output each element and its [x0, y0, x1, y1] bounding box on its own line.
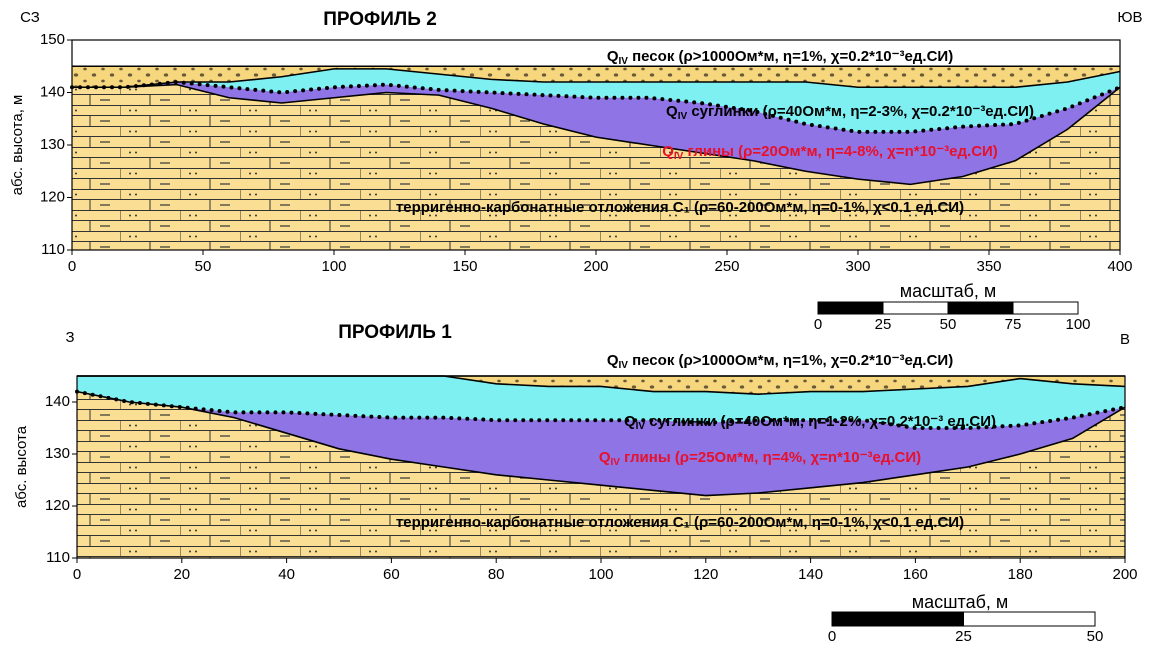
y-tick-label: 120: [45, 497, 70, 514]
scale-tick-label: 75: [1005, 316, 1022, 333]
layer-label: терригенно-карбонатные отложения C₁ (ρ=6…: [396, 199, 964, 216]
y-tick-label: 120: [40, 188, 65, 205]
layer-boundary: [72, 83, 1121, 186]
chart-title: ПРОФИЛЬ 2: [323, 9, 437, 30]
layer-label: QIV суглинки (ρ=40Ом*м, η=1-2%, χ=0.2*10…: [624, 413, 996, 432]
layer-label: QIV суглинки (ρ=40Ом*м, η=2-3%, χ=0.2*10…: [666, 103, 1034, 122]
x-tick-label: 250: [714, 258, 739, 275]
direction-label: ЮВ: [1117, 9, 1142, 26]
scale-segment: [963, 611, 1096, 627]
layer-texture: [77, 391, 1125, 558]
y-axis-label: абс. высота, м: [9, 95, 26, 196]
x-tick-label: 350: [976, 258, 1001, 275]
layer-fill: [77, 391, 1125, 496]
layer-label: QIV глины (ρ=25Ом*м, η=4%, χ=n*10⁻³ед.СИ…: [599, 449, 921, 468]
scale-tick-label: 25: [955, 628, 972, 645]
y-tick-label: 140: [40, 83, 65, 100]
x-tick-label: 150: [452, 258, 477, 275]
y-tick-label: 110: [41, 241, 65, 258]
layer-texture: [72, 66, 1120, 88]
scale-segment: [817, 301, 884, 315]
direction-label: В: [1120, 331, 1130, 348]
x-tick-label: 140: [798, 566, 823, 583]
y-tick-label: 140: [45, 393, 70, 410]
x-tick-label: 160: [903, 566, 928, 583]
layer-fill: [72, 68, 1120, 132]
layer-label: QIV глины (ρ=20Ом*м, η=4-8%, χ=n*10⁻³ед.…: [662, 143, 998, 162]
section: [70, 65, 1122, 250]
x-tick-label: 120: [693, 566, 718, 583]
layer-boundary: [70, 79, 1122, 134]
layer-boundary: [75, 389, 1127, 430]
x-tick-label: 200: [583, 258, 608, 275]
x-tick-label: 180: [1008, 566, 1033, 583]
scale-tick-label: 100: [1065, 316, 1090, 333]
scale-segment: [947, 301, 1014, 315]
x-tick-label: 200: [1112, 566, 1137, 583]
x-tick-label: 100: [588, 566, 613, 583]
x-tick-label: 60: [383, 566, 400, 583]
x-tick-label: 0: [73, 566, 81, 583]
direction-label: СЗ: [20, 9, 40, 26]
direction-label: З: [65, 329, 74, 346]
scale-label: масштаб, м: [900, 281, 997, 301]
scale-segment: [831, 611, 964, 627]
x-tick-label: 400: [1107, 258, 1132, 275]
layer-fill: [72, 82, 1120, 185]
layer-label: QIV песок (ρ>1000Ом*м, η=1%, χ=0.2*10⁻³е…: [607, 48, 953, 67]
scale-segment: [1012, 301, 1079, 315]
layer-label: QIV песок (ρ>1000Ом*м, η=1%, χ=0.2*10⁻³е…: [607, 352, 953, 371]
layer-label: терригенно-карбонатные отложения C₁ (ρ=6…: [396, 514, 964, 531]
layer-texture: [77, 376, 1125, 395]
x-tick-label: 300: [845, 258, 870, 275]
x-tick-label: 40: [278, 566, 295, 583]
y-tick-label: 110: [46, 549, 70, 566]
y-tick-label: 130: [40, 136, 65, 153]
y-axis-label: абс. высота: [13, 425, 30, 508]
layer-texture: [72, 84, 1120, 250]
y-tick-label: 130: [45, 445, 70, 462]
scale-tick-label: 50: [940, 316, 957, 333]
scale-label: масштаб, м: [912, 592, 1009, 612]
scale-segment: [882, 301, 949, 315]
x-tick-label: 80: [488, 566, 505, 583]
scale-tick-label: 25: [875, 316, 892, 333]
chart-title: ПРОФИЛЬ 1: [338, 322, 452, 343]
layer-boundary: [72, 68, 1121, 89]
x-tick-label: 100: [321, 258, 346, 275]
x-tick-label: 0: [68, 258, 76, 275]
scale-tick-label: 50: [1087, 628, 1104, 645]
section: [75, 375, 1127, 558]
y-tick-label: 150: [40, 31, 65, 48]
x-tick-label: 20: [173, 566, 190, 583]
x-tick-label: 50: [195, 258, 212, 275]
scale-tick-label: 0: [828, 628, 836, 645]
scale-tick-label: 0: [814, 316, 822, 333]
layer-boundary: [76, 390, 1126, 497]
